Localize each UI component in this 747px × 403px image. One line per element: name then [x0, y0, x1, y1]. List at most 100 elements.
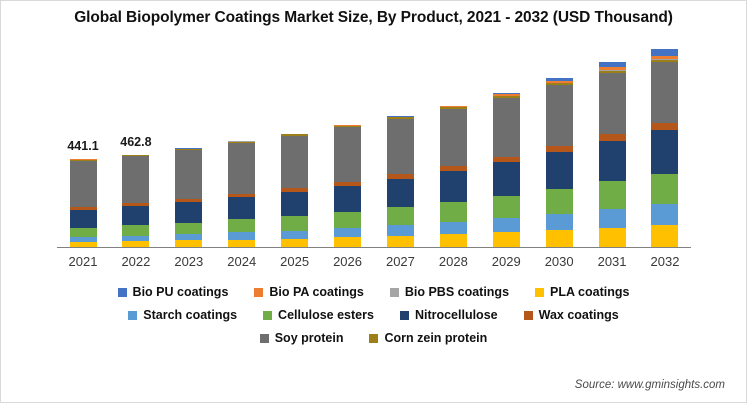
stacked-bar[interactable] [439, 105, 467, 247]
bar-segment[interactable] [175, 234, 203, 241]
stacked-bar[interactable] [598, 62, 626, 247]
bar-segment[interactable] [651, 203, 679, 226]
bar-segment[interactable] [492, 92, 520, 95]
bar-segment[interactable] [175, 222, 203, 235]
bar-segment[interactable] [69, 227, 97, 238]
bar-segment[interactable] [598, 62, 626, 68]
bar-segment[interactable] [545, 81, 573, 84]
bar-segment[interactable] [334, 125, 362, 128]
bar-segment[interactable] [228, 142, 256, 194]
bar-segment[interactable] [651, 225, 679, 247]
bar-segment[interactable] [651, 130, 679, 174]
bar-segment[interactable] [492, 218, 520, 233]
bar-segment[interactable] [439, 234, 467, 247]
bar-segment[interactable] [69, 210, 97, 228]
stacked-bar[interactable] [228, 141, 256, 247]
bar-segment[interactable] [386, 236, 414, 247]
bar-segment[interactable] [122, 156, 150, 204]
bar-segment[interactable] [281, 238, 309, 247]
stacked-bar[interactable]: 441.1 [67, 139, 99, 247]
bar-segment[interactable] [175, 202, 203, 223]
bar-segment[interactable] [545, 152, 573, 190]
bar-segment[interactable] [334, 181, 362, 186]
bar-segment[interactable] [492, 162, 520, 197]
bar-segment[interactable] [281, 188, 309, 192]
bar-segment[interactable] [228, 141, 256, 143]
bar-segment[interactable] [228, 197, 256, 220]
bar-segment[interactable] [439, 166, 467, 172]
bar-segment[interactable] [122, 235, 150, 242]
bar-segment[interactable] [545, 189, 573, 214]
bar-segment[interactable] [651, 123, 679, 131]
stacked-bar[interactable] [334, 125, 362, 247]
bar-segment[interactable] [228, 219, 256, 233]
bar-segment[interactable] [334, 237, 362, 247]
bar-segment[interactable] [69, 160, 97, 208]
legend-item[interactable]: Cellulose esters [263, 308, 374, 322]
bar-segment[interactable] [386, 178, 414, 208]
bar-segment[interactable] [439, 108, 467, 167]
bar-segment[interactable] [439, 106, 467, 109]
legend-item[interactable]: Soy protein [259, 331, 343, 345]
bar-segment[interactable] [69, 241, 97, 247]
bar-segment[interactable] [334, 185, 362, 212]
bar-segment[interactable] [651, 48, 679, 56]
bar-segment[interactable] [598, 181, 626, 209]
stacked-bar[interactable] [175, 148, 203, 247]
bar-segment[interactable] [175, 198, 203, 203]
legend-item[interactable]: Nitrocellulose [399, 308, 498, 322]
bar-segment[interactable] [492, 96, 520, 99]
bar-segment[interactable] [492, 156, 520, 163]
legend-item[interactable]: Bio PU coatings [117, 285, 228, 299]
bar-segment[interactable] [545, 146, 573, 153]
legend-item[interactable]: Wax coatings [523, 308, 619, 322]
bar-segment[interactable] [598, 134, 626, 141]
bar-segment[interactable] [545, 213, 573, 231]
legend-item[interactable]: PLA coatings [535, 285, 629, 299]
bar-segment[interactable] [334, 212, 362, 229]
legend-item[interactable]: Starch coatings [128, 308, 237, 322]
bar-segment[interactable] [69, 207, 97, 211]
bar-segment[interactable] [492, 94, 520, 96]
bar-segment[interactable] [281, 191, 309, 216]
bar-segment[interactable] [386, 118, 414, 175]
bar-segment[interactable] [281, 215, 309, 231]
bar-segment[interactable] [122, 206, 150, 226]
bar-segment[interactable] [439, 202, 467, 223]
bar-segment[interactable] [386, 207, 414, 226]
bar-segment[interactable] [545, 85, 573, 147]
bar-segment[interactable] [175, 240, 203, 247]
bar-segment[interactable] [281, 134, 309, 136]
bar-segment[interactable] [439, 222, 467, 235]
bar-segment[interactable] [122, 203, 150, 207]
bar-segment[interactable] [439, 171, 467, 203]
stacked-bar[interactable] [281, 133, 309, 247]
bar-segment[interactable] [175, 148, 203, 150]
legend-item[interactable]: Bio PBS coatings [389, 285, 509, 299]
stacked-bar[interactable] [545, 77, 573, 247]
bar-segment[interactable] [281, 135, 309, 189]
bar-segment[interactable] [386, 225, 414, 237]
bar-segment[interactable] [651, 173, 679, 204]
legend-item[interactable]: Bio PA coatings [254, 285, 364, 299]
bar-segment[interactable] [598, 208, 626, 228]
bar-segment[interactable] [228, 239, 256, 247]
stacked-bar[interactable] [651, 48, 679, 247]
bar-segment[interactable] [281, 230, 309, 239]
bar-segment[interactable] [69, 159, 97, 161]
bar-segment[interactable] [386, 117, 414, 119]
bar-segment[interactable] [545, 230, 573, 247]
stacked-bar[interactable]: 462.8 [120, 135, 152, 247]
legend-item[interactable]: Corn zein protein [369, 331, 487, 345]
bar-segment[interactable] [598, 140, 626, 182]
bar-segment[interactable] [122, 241, 150, 247]
bar-segment[interactable] [69, 237, 97, 242]
bar-segment[interactable] [334, 127, 362, 182]
stacked-bar[interactable] [492, 92, 520, 247]
bar-segment[interactable] [545, 77, 573, 82]
bar-segment[interactable] [651, 59, 679, 63]
bar-segment[interactable] [122, 155, 150, 157]
bar-segment[interactable] [598, 67, 626, 71]
bar-segment[interactable] [175, 149, 203, 199]
bar-segment[interactable] [651, 55, 679, 60]
